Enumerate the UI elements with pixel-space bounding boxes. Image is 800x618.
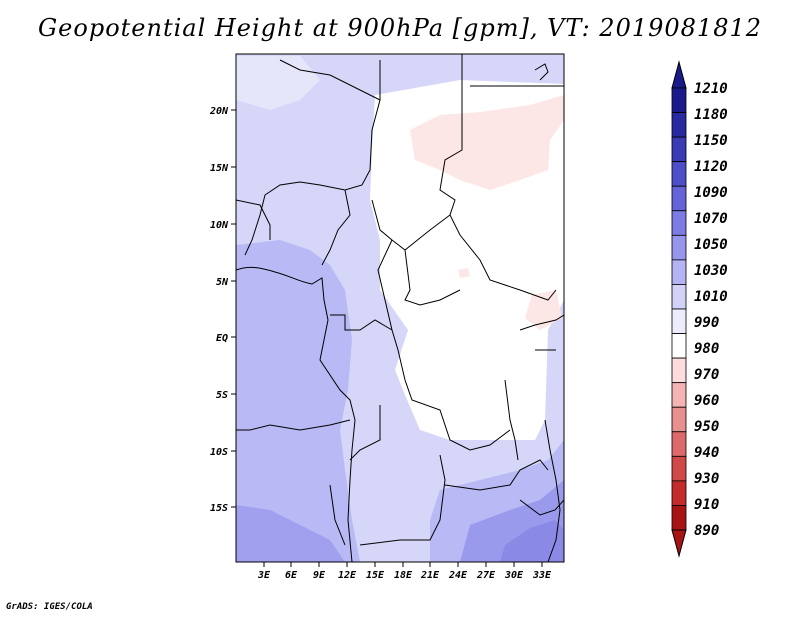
colorbar-label: 890 [694, 523, 719, 539]
colorbar-swatch [671, 480, 687, 506]
colorbar-label: 1180 [694, 107, 728, 123]
colorbar-label: 1120 [694, 159, 728, 175]
colorbar-swatch [671, 357, 687, 384]
height-field [236, 54, 564, 562]
colorbar-swatch [671, 210, 687, 236]
lon-label: 33E [532, 570, 552, 581]
lat-label: 5S [216, 390, 228, 401]
lon-label: 3E [257, 570, 271, 581]
colorbar-swatch [671, 406, 687, 433]
colorbar-label: 1030 [694, 263, 728, 279]
colorbar: 1210 1180 1150 1120 1090 1070 1050 1030 1010 990 9… [671, 60, 728, 558]
colorbar-swatch [671, 259, 687, 285]
colorbar-top-arrow [671, 60, 687, 89]
colorbar-swatch [671, 505, 687, 531]
lat-label: 20N [209, 106, 229, 117]
axis-ticks [231, 109, 543, 567]
grads-credit: GrADS: IGES/COLA [6, 602, 93, 612]
colorbar-swatch [671, 161, 687, 187]
colorbar-label: 1010 [694, 289, 728, 305]
colorbar-label: 930 [694, 471, 719, 487]
colorbar-swatch [671, 308, 687, 334]
lat-label: 10N [210, 220, 229, 231]
coastlines-borders [236, 54, 564, 562]
lon-label: 12E [338, 570, 357, 581]
colorbar-label: 980 [694, 341, 719, 357]
lat-label: 15S [210, 503, 228, 514]
colorbar-label: 1210 [694, 81, 728, 97]
colorbar-label: 1150 [694, 133, 728, 149]
colorbar-label: 950 [694, 419, 719, 435]
lat-label: EQ [216, 333, 228, 344]
map-title: Geopotential Height at 900hPa [gpm], VT:… [38, 14, 762, 42]
lon-label: 30E [504, 570, 524, 581]
latitude-labels: 20N 15N 10N 5N EQ 5S 10S 15S [209, 106, 229, 514]
colorbar-label: 1050 [694, 237, 728, 253]
colorbar-bottom-arrow [671, 529, 687, 558]
colorbar-swatch [671, 185, 687, 212]
colorbar-swatch [671, 284, 687, 310]
colorbar-swatch [671, 234, 687, 261]
colorbar-swatch [671, 455, 687, 482]
colorbar-swatch [671, 87, 687, 113]
colorbar-swatch [671, 333, 687, 359]
colorbar-swatch [671, 112, 687, 138]
lat-label: 5N [216, 277, 229, 288]
plot-frame [235, 53, 565, 563]
colorbar-label: 990 [694, 315, 719, 331]
colorbar-label: 970 [694, 367, 719, 383]
longitude-labels: 3E 6E 9E 12E 15E 18E 21E 24E 27E 30E 33E [257, 570, 552, 581]
lon-label: 15E [366, 570, 385, 581]
lon-label: 24E [448, 570, 468, 581]
colorbar-label: 910 [694, 497, 719, 513]
colorbar-label: 940 [694, 445, 719, 461]
colorbar-swatch [671, 136, 687, 163]
colorbar-label: 960 [694, 393, 719, 409]
colorbar-label: 1070 [694, 211, 728, 227]
colorbar-swatch [671, 431, 687, 457]
lon-label: 21E [420, 570, 440, 581]
lat-label: 10S [210, 447, 228, 458]
lon-label: 27E [476, 570, 496, 581]
colorbar-label: 1090 [694, 185, 728, 201]
lon-label: 9E [313, 570, 326, 581]
lon-label: 6E [285, 570, 298, 581]
colorbar-swatch [671, 382, 687, 408]
lat-label: 15N [210, 163, 229, 174]
lon-label: 18E [394, 570, 413, 581]
